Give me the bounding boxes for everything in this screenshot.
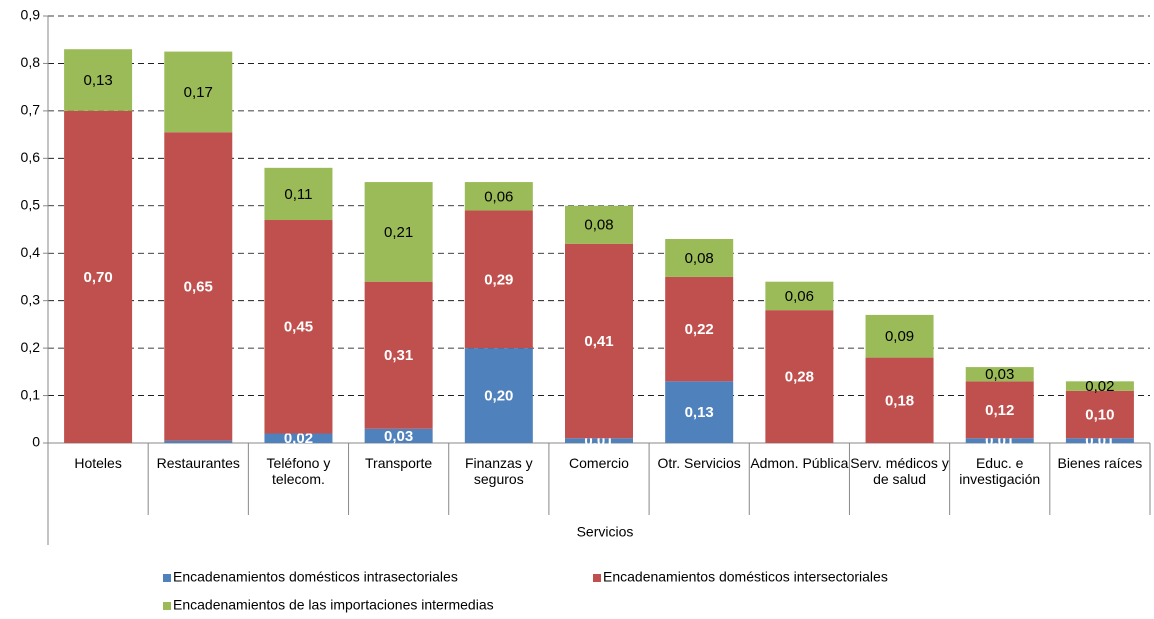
x-tick-label: Serv. médicos y de salud xyxy=(850,455,949,487)
bar-segment xyxy=(965,438,1034,443)
bar-segment xyxy=(164,132,233,441)
legend-label: Encadenamientos domésticos intrasectoria… xyxy=(173,569,458,585)
bar-segment xyxy=(765,310,834,443)
data-label: 0,13 xyxy=(685,404,714,421)
x-tick-label-box: Restaurantes xyxy=(156,455,240,471)
x-tick-label: Educ. e investigación xyxy=(959,455,1041,487)
y-tick-label: 0,2 xyxy=(21,339,41,355)
bar-segment xyxy=(1065,438,1134,443)
x-tick-label-box: Bienes raíces xyxy=(1057,455,1143,471)
data-label: 0,09 xyxy=(885,328,914,345)
bar-segment xyxy=(865,357,934,443)
x-tick-label-box: Otr. Servicios xyxy=(657,455,741,471)
legend-label: Encadenamientos de las importaciones int… xyxy=(173,597,494,613)
bar-segment xyxy=(64,49,133,111)
data-label: 0,02 xyxy=(284,430,313,447)
x-tick-label-box: Admon. Pública xyxy=(750,455,849,471)
bar-segment xyxy=(565,438,633,443)
x-tick-label: Comercio xyxy=(569,455,629,471)
bar-segment xyxy=(665,381,734,443)
bar-segment xyxy=(164,440,233,443)
bar-segment xyxy=(965,381,1034,439)
x-tick-label: Teléfono y telecom. xyxy=(266,455,331,487)
data-label: 0,21 xyxy=(384,224,413,241)
data-label: 0,12 xyxy=(985,402,1014,419)
data-label: 0,31 xyxy=(384,347,413,364)
data-label: 0,03 xyxy=(985,366,1014,383)
y-tick-label: 0,9 xyxy=(21,7,41,23)
bar-segment xyxy=(464,182,533,211)
legend-swatch xyxy=(163,574,171,582)
y-tick-label: 0,8 xyxy=(21,54,41,70)
bar-segment xyxy=(64,110,133,443)
y-tick-label: 0,3 xyxy=(21,291,41,307)
x-tick-label: Hoteles xyxy=(74,455,122,471)
y-tick-label: 0,6 xyxy=(21,149,41,165)
data-label: 0,11 xyxy=(284,186,312,203)
bar-segment xyxy=(565,243,633,439)
legend-label: Encadenamientos domésticos intersectoria… xyxy=(603,569,888,585)
bar-segment xyxy=(364,281,433,429)
x-tick-label-box: Finanzas y seguros xyxy=(464,455,533,487)
data-label: 0,20 xyxy=(484,388,513,405)
data-label: 0,28 xyxy=(785,369,814,386)
x-tick-label-box: Teléfono y telecom. xyxy=(266,455,331,487)
data-label: 0,70 xyxy=(83,269,112,286)
y-tick-label: 0,1 xyxy=(21,386,41,402)
data-label: 0,08 xyxy=(584,217,613,234)
data-label: 0,18 xyxy=(885,392,914,409)
bar-segment xyxy=(865,314,934,358)
data-label: 0,22 xyxy=(685,321,714,338)
x-tick-label: Transporte xyxy=(365,455,433,471)
bar-segment xyxy=(264,433,333,443)
x-tick-label: Finanzas y seguros xyxy=(464,455,533,487)
x-tick-label: Otr. Servicios xyxy=(657,455,741,471)
bar-segment xyxy=(565,205,633,244)
x-tick-label-box: Educ. e investigación xyxy=(959,455,1041,487)
bar-segment xyxy=(364,182,433,282)
data-label: 0,13 xyxy=(83,72,112,89)
bar-segment xyxy=(765,281,834,311)
data-label: 0,45 xyxy=(284,319,313,336)
data-label: 0,17 xyxy=(184,84,213,101)
data-label: 0,06 xyxy=(785,288,814,305)
data-label: 0,03 xyxy=(384,428,413,445)
x-tick-label: Bienes raíces xyxy=(1057,455,1143,471)
x-tick-label-box: Serv. médicos y de salud xyxy=(850,455,949,487)
data-label: 0,02 xyxy=(1085,378,1114,395)
x-tick-label: Restaurantes xyxy=(156,455,240,471)
legend-swatch xyxy=(163,602,171,610)
x-tick-label-box: Comercio xyxy=(569,455,629,471)
x-tick-label: Admon. Pública xyxy=(750,455,849,471)
bar-segment xyxy=(665,276,734,382)
bar-segment xyxy=(264,220,333,434)
bar-segment xyxy=(665,238,734,277)
data-label: 0,29 xyxy=(484,271,513,288)
bar-segment xyxy=(464,210,533,349)
legend-swatch xyxy=(593,574,601,582)
y-tick-label: 0,5 xyxy=(21,196,41,212)
bar-segment xyxy=(1065,390,1134,439)
data-label: 0,41 xyxy=(584,333,613,350)
y-tick-label: 0,7 xyxy=(21,102,41,118)
y-tick-label: 0,4 xyxy=(21,244,41,260)
data-label: 0,08 xyxy=(685,250,714,267)
data-label: 0,10 xyxy=(1085,407,1114,424)
bar-segment xyxy=(264,167,333,221)
group-label: Servicios xyxy=(577,524,634,540)
x-tick-label-box: Transporte xyxy=(365,455,433,471)
bar-segment xyxy=(164,51,233,133)
bar-segment xyxy=(965,367,1034,382)
y-tick-label: 0 xyxy=(32,434,40,450)
bar-segment xyxy=(1065,381,1134,391)
x-tick-label-box: Hoteles xyxy=(74,455,122,471)
data-label: 0,06 xyxy=(484,188,513,205)
bar-segment xyxy=(364,428,433,443)
data-label: 0,65 xyxy=(184,278,213,295)
bar-segment xyxy=(464,348,533,443)
